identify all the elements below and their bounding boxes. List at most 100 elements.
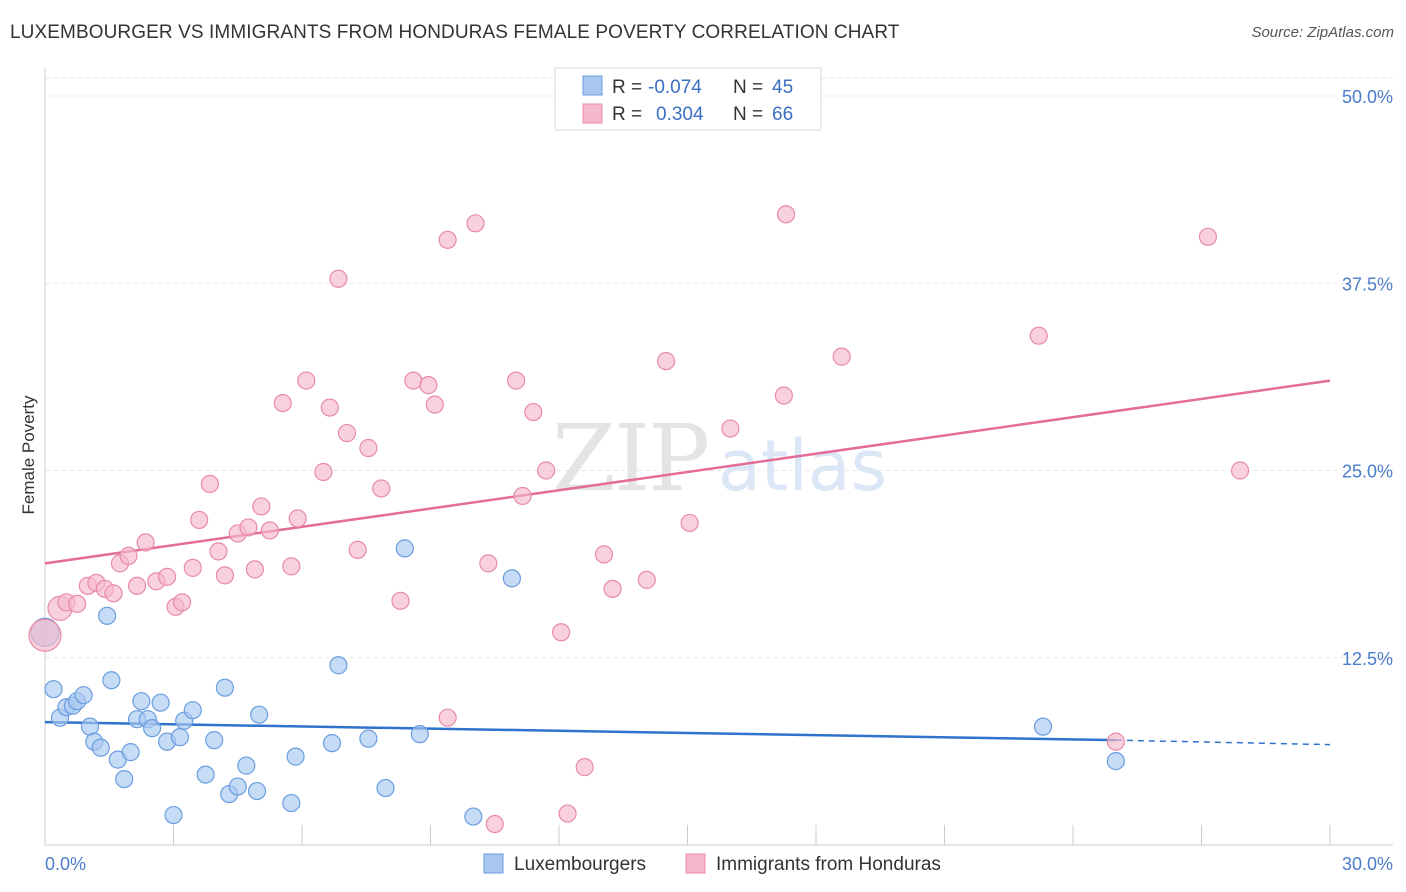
legend-n-value-1: 45	[772, 77, 793, 98]
data-point-honduras-11	[136, 533, 155, 552]
data-point-luxembourgers-10	[98, 606, 117, 625]
data-point-honduras-36	[372, 479, 391, 498]
data-point-luxembourgers-22	[170, 728, 190, 747]
data-point-luxembourgers-33	[282, 793, 301, 813]
data-point-honduras-28	[288, 509, 307, 528]
trend-lines	[44, 379, 1331, 746]
legend-swatch-luxembourgers	[582, 75, 603, 96]
x-tick-label-0: 0.0%	[45, 854, 86, 874]
bottom-legend-label-luxembourgers: Luxembourgers	[514, 854, 646, 875]
y-tick-label-0: 12.5%	[1342, 649, 1393, 669]
data-point-honduras-9	[119, 546, 138, 565]
bottom-legend-swatch-honduras	[685, 853, 706, 874]
data-point-honduras-43	[466, 214, 485, 233]
data-point-luxembourgers-1	[44, 680, 63, 699]
data-point-honduras-25	[260, 521, 279, 540]
data-point-honduras-20	[215, 566, 234, 585]
data-point-luxembourgers-14	[121, 743, 140, 762]
data-point-honduras-18	[200, 474, 220, 494]
watermark-zip: ZIP	[552, 405, 708, 512]
data-point-honduras-63	[1106, 732, 1125, 751]
data-point-luxembourgers-44	[1106, 752, 1125, 771]
legend-n-label-2: N =	[733, 104, 763, 125]
data-point-luxembourgers-38	[376, 778, 395, 798]
bottom-legend-label-honduras: Immigrants from Honduras	[716, 854, 941, 875]
data-point-honduras-24	[252, 497, 271, 516]
top-legend: R = -0.074 N = 45 R = 0.304 N = 66	[554, 67, 822, 131]
watermark-atlas: atlas	[718, 425, 887, 507]
data-point-luxembourgers-39	[395, 539, 414, 558]
data-point-honduras-47	[513, 486, 532, 506]
data-point-honduras-37	[391, 591, 410, 610]
data-point-honduras-31	[320, 398, 339, 417]
data-point-honduras-26	[273, 393, 292, 413]
data-point-luxembourgers-13	[115, 769, 134, 789]
legend-r-value-1: -0.074	[648, 77, 702, 98]
data-point-honduras-39	[419, 376, 438, 395]
data-point-honduras-0	[28, 618, 62, 652]
x-tick-label-1: 30.0%	[1342, 854, 1393, 874]
y-tick-label-1: 25.0%	[1342, 462, 1393, 482]
data-point-honduras-53	[594, 545, 614, 564]
y-tick-label-2: 37.5%	[1342, 274, 1393, 294]
data-point-honduras-64	[1198, 227, 1218, 246]
data-point-luxembourgers-36	[329, 656, 348, 675]
data-point-honduras-17	[190, 510, 209, 530]
data-point-honduras-23	[245, 560, 264, 579]
data-point-honduras-3	[68, 594, 87, 613]
legend-r-label-2: R =	[612, 104, 642, 125]
data-point-honduras-30	[314, 462, 333, 482]
chart-title: LUXEMBOURGER VS IMMIGRANTS FROM HONDURAS…	[10, 22, 900, 43]
data-point-luxembourgers-11	[102, 671, 121, 690]
data-point-honduras-55	[637, 570, 656, 589]
data-point-luxembourgers-34	[286, 747, 305, 766]
data-point-honduras-19	[209, 542, 228, 561]
data-point-honduras-57	[680, 513, 699, 533]
data-point-honduras-65	[1230, 461, 1250, 480]
y-tick-labels: 12.5% 25.0% 37.5% 50.0%	[1342, 87, 1393, 669]
data-point-luxembourgers-18	[142, 719, 162, 738]
source-label: Source: ZipAtlas.com	[1251, 24, 1394, 41]
data-point-luxembourgers-7	[80, 717, 100, 736]
data-point-luxembourgers-42	[502, 569, 521, 588]
watermark: ZIP atlas	[552, 405, 887, 512]
data-point-honduras-16	[183, 558, 202, 577]
data-point-honduras-27	[282, 557, 301, 576]
data-point-honduras-48	[524, 402, 543, 422]
data-point-honduras-10	[127, 576, 147, 595]
data-point-honduras-13	[157, 567, 177, 586]
axes	[44, 68, 1393, 846]
legend-n-value-2: 66	[772, 104, 793, 125]
trend-line-0	[44, 720, 1116, 742]
data-point-honduras-58	[721, 419, 740, 438]
data-point-honduras-34	[348, 540, 367, 559]
data-point-luxembourgers-29	[228, 777, 247, 796]
data-point-luxembourgers-27	[215, 678, 234, 697]
y-tick-label-3: 50.0%	[1342, 87, 1393, 107]
data-point-honduras-61	[832, 347, 851, 366]
legend-n-label-1: N =	[733, 77, 763, 98]
data-point-honduras-59	[774, 386, 793, 405]
data-point-honduras-54	[603, 579, 622, 598]
data-point-luxembourgers-41	[464, 807, 483, 826]
data-point-honduras-41	[438, 230, 457, 249]
trend-line-dashed-0	[1115, 739, 1331, 746]
data-point-luxembourgers-26	[205, 731, 224, 750]
bottom-legend-swatch-luxembourgers	[483, 853, 504, 874]
data-point-luxembourgers-37	[359, 729, 378, 748]
data-point-honduras-60	[776, 205, 796, 224]
legend-r-value-2: 0.304	[656, 104, 704, 125]
data-point-honduras-42	[438, 708, 457, 727]
data-point-luxembourgers-16	[132, 692, 151, 711]
data-point-luxembourgers-21	[164, 805, 183, 825]
data-point-honduras-29	[297, 371, 316, 390]
data-point-luxembourgers-9	[91, 738, 110, 757]
data-point-luxembourgers-32	[250, 705, 269, 724]
data-point-honduras-52	[575, 758, 594, 777]
trend-line-1	[44, 379, 1331, 565]
data-point-luxembourgers-35	[322, 734, 342, 753]
legend-swatch-honduras	[582, 103, 603, 124]
data-point-honduras-56	[656, 352, 676, 371]
data-point-honduras-62	[1029, 326, 1048, 345]
